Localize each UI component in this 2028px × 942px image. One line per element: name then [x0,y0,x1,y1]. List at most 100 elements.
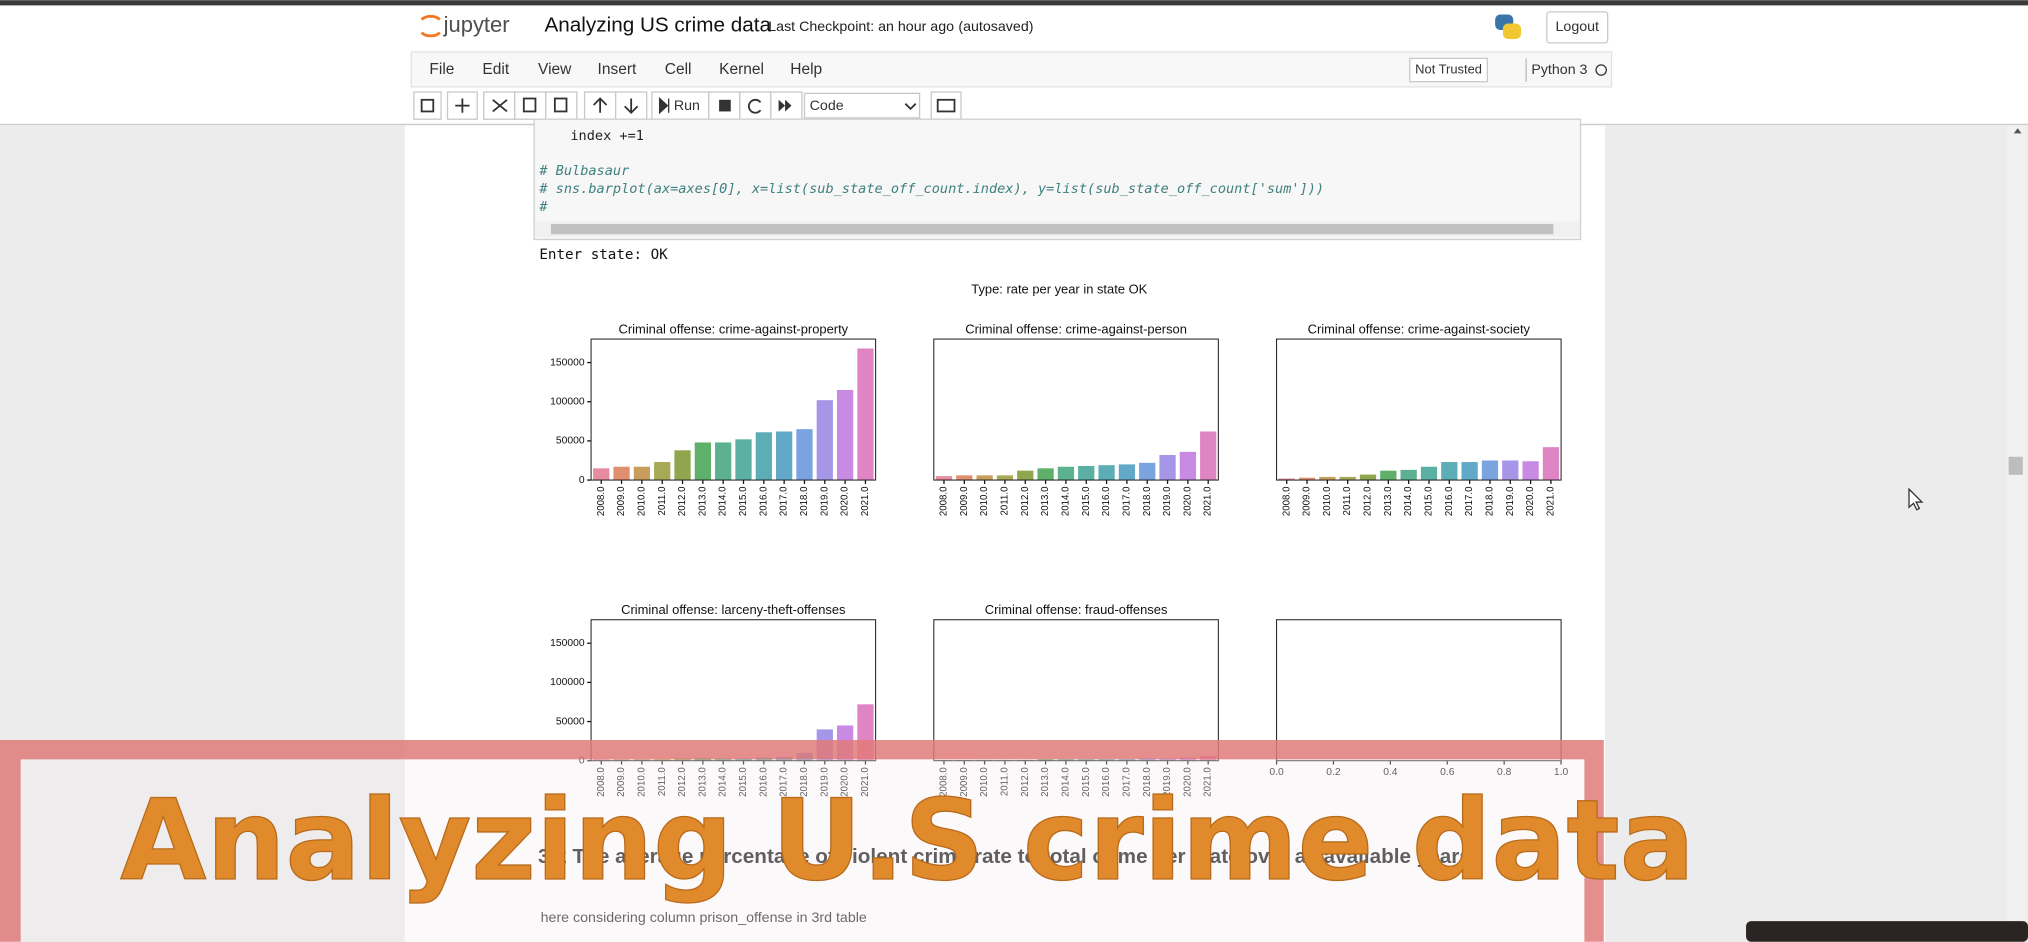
chart-title: Criminal offense: crime-against-property [619,321,849,336]
x-tick-label: 2008.0 [596,486,607,516]
bar [613,759,630,761]
v-scrollbar[interactable] [2007,125,2026,942]
bar [715,442,732,481]
menu-item[interactable]: Cell [665,61,692,78]
checkpoint: Last Checkpoint: an hour ago [768,19,954,35]
x-tick-label: 2012.0 [1020,767,1031,797]
bar [593,759,610,761]
menu-item[interactable]: Edit [482,61,509,78]
bar [776,431,793,481]
bar [1139,758,1156,761]
run-button[interactable] [651,91,710,120]
notebook-container [404,125,1606,942]
copy-button[interactable] [514,91,547,120]
x-tick-label: 2021.0 [860,767,871,797]
bar [976,475,993,481]
v-scrollbar-thumb[interactable] [2008,456,2023,475]
x-tick-label: 2009.0 [616,767,627,797]
menu-item[interactable]: Insert [598,61,637,78]
bar [1057,466,1075,481]
x-tick-label: 2021.0 [1545,486,1556,516]
x-tick-label: 2013.0 [1383,486,1394,516]
cell-type-select[interactable] [803,92,921,119]
bar [1441,462,1458,481]
icon [455,98,470,113]
bar [956,475,973,481]
trusted-label[interactable]: Not Trusted [1415,61,1482,76]
notebook-title[interactable]: Analyzing US crime data [545,14,772,37]
cell-type-label[interactable]: Code [810,98,844,114]
x-tick-label: 2014.0 [1403,486,1414,516]
x-tick-label: 2009.0 [1302,486,1313,516]
save-button[interactable] [413,91,442,120]
x-tick-label: 2010.0 [1322,486,1333,516]
axes-frame [933,338,1219,481]
icon [778,99,792,112]
axes-frame [590,619,877,762]
icon [904,103,917,111]
y-tick-label: 100000 [550,396,585,407]
bar [1200,431,1217,481]
bar [857,348,874,481]
suptitle: Type: rate per year in state OK [971,281,1147,296]
x-tick-label: 0.4 [1383,767,1398,778]
logout-label[interactable]: Logout [1556,19,1600,35]
bar [1057,759,1075,761]
icon [593,97,608,113]
logout-button[interactable] [1546,11,1609,44]
x-tick-label: 2011.0 [1000,486,1011,516]
logo-arc [420,14,441,21]
y-tick-label: 150000 [550,638,585,649]
x-tick-label: 2021.0 [1203,486,1214,516]
x-tick-label: 2019.0 [1162,767,1173,797]
axes-frame [1276,338,1562,481]
trusted-button[interactable] [1409,57,1489,83]
scroll-arrow[interactable] [2013,128,2022,134]
chart-title: Criminal offense: crime-against-society [1308,321,1531,336]
bar [796,429,813,481]
y-tick-label: 0 [579,475,585,486]
x-tick-label: 2011.0 [1000,767,1011,797]
restart-button[interactable] [739,91,772,120]
bar [1037,468,1054,481]
x-tick-label: 2016.0 [758,767,769,797]
x-tick-label: 0.0 [1269,767,1284,778]
markdown-heading-box: 3.2 The average percentage of violent cr… [538,846,1477,868]
x-tick-label: 2018.0 [1485,486,1496,516]
bar [715,758,732,761]
menu-item[interactable]: Help [790,61,822,78]
bar [1078,759,1095,761]
bar [1481,460,1499,481]
code-cell[interactable] [533,118,1582,241]
x-tick-label: 2011.0 [657,767,668,797]
bar [1098,465,1115,481]
h-scrollbar-thumb[interactable] [550,223,1554,235]
menu-item[interactable]: View [538,61,572,78]
x-tick-label: 2013.0 [697,767,708,797]
x-tick-label: 2012.0 [1363,486,1374,516]
logo-text: jupyter [443,12,510,37]
x-tick-label: 2021.0 [860,486,871,516]
menu-item[interactable]: File [429,61,454,78]
x-tick-label: 2016.0 [1101,486,1112,516]
bar [674,758,691,761]
bar [996,475,1014,481]
stdout: Enter state: OK [539,247,668,263]
paste-button[interactable] [545,91,578,120]
bar [1159,454,1176,481]
code-line: # sns.barplot(ax=axes[0], x=list(sub_sta… [538,181,1324,197]
x-tick-label: 2018.0 [799,486,810,516]
bar [836,389,854,481]
markdown-note: here considering column prison_offense i… [541,910,867,926]
menu-item[interactable]: Kernel [719,61,764,78]
code-line: # [538,199,548,215]
logo-arc [420,31,441,38]
keyboard-button[interactable] [930,91,962,120]
bar [755,432,772,481]
bar [694,442,711,481]
jupyter-logo[interactable]: jupyter [420,12,510,38]
icon [747,98,762,114]
cursor [1908,487,1924,511]
run-label[interactable]: Run [674,98,700,114]
x-tick-label: 2011.0 [657,486,668,516]
